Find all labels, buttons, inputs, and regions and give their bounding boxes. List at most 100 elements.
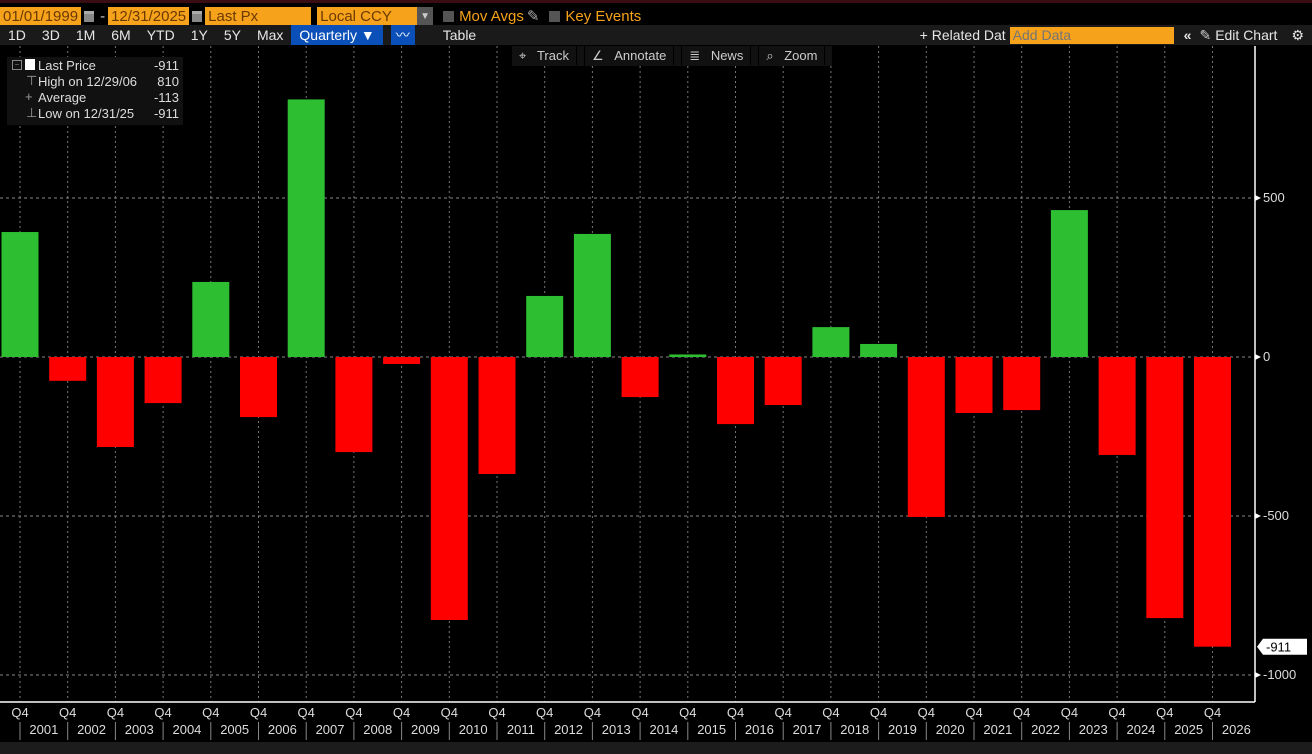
year-label: 2020	[936, 722, 965, 737]
bar	[1050, 210, 1088, 357]
year-label: 2017	[793, 722, 822, 737]
last-value-label: -911	[1266, 640, 1291, 655]
start-date-field[interactable]: 01/01/1999	[0, 6, 82, 26]
year-label: 2010	[459, 722, 488, 737]
year-label: 2018	[840, 722, 869, 737]
mov-avgs-checkbox[interactable]	[443, 10, 455, 22]
period-selector[interactable]: Quarterly ▼	[291, 25, 383, 45]
end-date-field[interactable]: 12/31/2025	[108, 6, 190, 26]
bar	[1194, 357, 1231, 647]
bar	[430, 357, 468, 620]
bar	[49, 357, 87, 381]
currency-selector[interactable]: Local CCY	[317, 6, 418, 26]
bar	[240, 357, 277, 418]
dropdown-arrow-icon[interactable]: ▼	[417, 6, 434, 26]
year-label: 2001	[29, 722, 58, 737]
calendar-icon[interactable]	[84, 10, 95, 22]
x-tick-label: Q4	[918, 705, 935, 720]
gear-icon[interactable]: ⚙	[1291, 27, 1304, 43]
range-1d[interactable]: 1D	[8, 27, 26, 43]
x-tick-label: Q4	[11, 705, 28, 720]
y-tick-label: -500	[1263, 508, 1289, 523]
year-label: 2005	[220, 722, 249, 737]
legend-label: Low on 12/31/25	[38, 106, 135, 121]
annotate-tool[interactable]: ∠ Annotate	[585, 46, 683, 66]
y-tick-label: -1000	[1263, 667, 1296, 682]
year-label: 2024	[1126, 722, 1155, 737]
line-chart-icon[interactable]: 〰	[390, 25, 415, 45]
legend-value: -911	[153, 106, 179, 121]
zoom-tool[interactable]: ⌕ Zoom	[759, 46, 834, 66]
year-label: 2002	[77, 722, 106, 737]
bar	[717, 357, 754, 425]
edit-chart-button[interactable]: Edit Chart	[1215, 27, 1278, 43]
range-ytd[interactable]: YTD	[146, 27, 175, 43]
year-label: 2009	[411, 722, 440, 737]
x-tick-label: Q4	[107, 705, 124, 720]
x-tick-label: Q4	[345, 705, 362, 720]
year-label: 2006	[268, 722, 297, 737]
calendar-icon[interactable]	[192, 10, 203, 22]
legend-value: 810	[157, 74, 179, 89]
range-5y[interactable]: 5Y	[223, 27, 241, 43]
bar	[1003, 357, 1041, 411]
field-selector[interactable]: Last Px	[205, 6, 312, 26]
pencil-icon[interactable]: ✎	[526, 8, 540, 25]
high-icon: ⊤	[26, 73, 38, 88]
legend-value: -911	[153, 58, 179, 73]
range-bar: 1D 3D 1M 6M YTD 1Y 5Y Max Quarterly ▼ 〰 …	[0, 25, 1312, 45]
x-tick-label: Q4	[1156, 705, 1173, 720]
legend-label: Last Price	[38, 58, 96, 73]
range-1m[interactable]: 1M	[75, 27, 96, 43]
bar	[907, 357, 945, 517]
bar	[812, 327, 850, 357]
x-tick-label: Q4	[965, 705, 982, 720]
bar	[573, 233, 611, 357]
legend-label: High on 12/29/06	[38, 74, 138, 89]
x-tick-label: Q4	[154, 705, 171, 720]
bar	[860, 343, 898, 357]
bar	[192, 281, 230, 357]
range-max[interactable]: Max	[256, 27, 284, 43]
bar	[955, 357, 993, 413]
table-button[interactable]: Table	[442, 27, 477, 43]
bar	[1098, 357, 1136, 455]
related-data-button[interactable]: + Related Dat	[919, 27, 1006, 43]
x-tick-label: Q4	[1108, 705, 1125, 720]
bar	[96, 357, 134, 447]
x-tick-label: Q4	[536, 705, 553, 720]
low-icon: ⊥	[26, 105, 38, 120]
year-label: 2022	[1031, 722, 1060, 737]
bar	[1, 232, 39, 357]
news-tool[interactable]: ≣ News	[682, 46, 760, 66]
track-tool[interactable]: ⌖ Track	[512, 46, 585, 66]
year-label: 2007	[316, 722, 345, 737]
x-tick-label: Q4	[775, 705, 792, 720]
zoom-label: Zoom	[777, 46, 826, 65]
x-tick-label: Q4	[727, 705, 744, 720]
key-events-label: Key Events	[565, 7, 642, 25]
average-icon: +	[25, 89, 33, 104]
range-6m[interactable]: 6M	[111, 27, 131, 43]
x-tick-label: Q4	[393, 705, 410, 720]
key-events-checkbox[interactable]	[549, 10, 561, 22]
collapse-button[interactable]: «	[1183, 27, 1192, 43]
x-tick-label: Q4	[1061, 705, 1078, 720]
bar	[764, 357, 802, 406]
collapse-legend-icon[interactable]: −	[12, 60, 22, 70]
x-tick-label: Q4	[584, 705, 601, 720]
track-label: Track	[529, 46, 577, 65]
add-data-input[interactable]	[1009, 26, 1174, 44]
chart-tools: ⌖ Track ∠ Annotate ≣ News ⌕ Zoom	[512, 46, 834, 66]
year-label: 2021	[983, 722, 1012, 737]
bottom-panel	[0, 742, 1312, 754]
bar	[621, 357, 659, 398]
range-3d[interactable]: 3D	[41, 27, 60, 43]
range-1y[interactable]: 1Y	[190, 27, 208, 43]
chart-settings-bar: 01/01/1999 - 12/31/2025 Last Px Local CC…	[0, 6, 641, 26]
year-label: 2015	[697, 722, 726, 737]
x-tick-label: Q4	[1013, 705, 1030, 720]
x-tick-label: Q4	[441, 705, 458, 720]
pencil-icon: ✎	[1199, 26, 1212, 43]
